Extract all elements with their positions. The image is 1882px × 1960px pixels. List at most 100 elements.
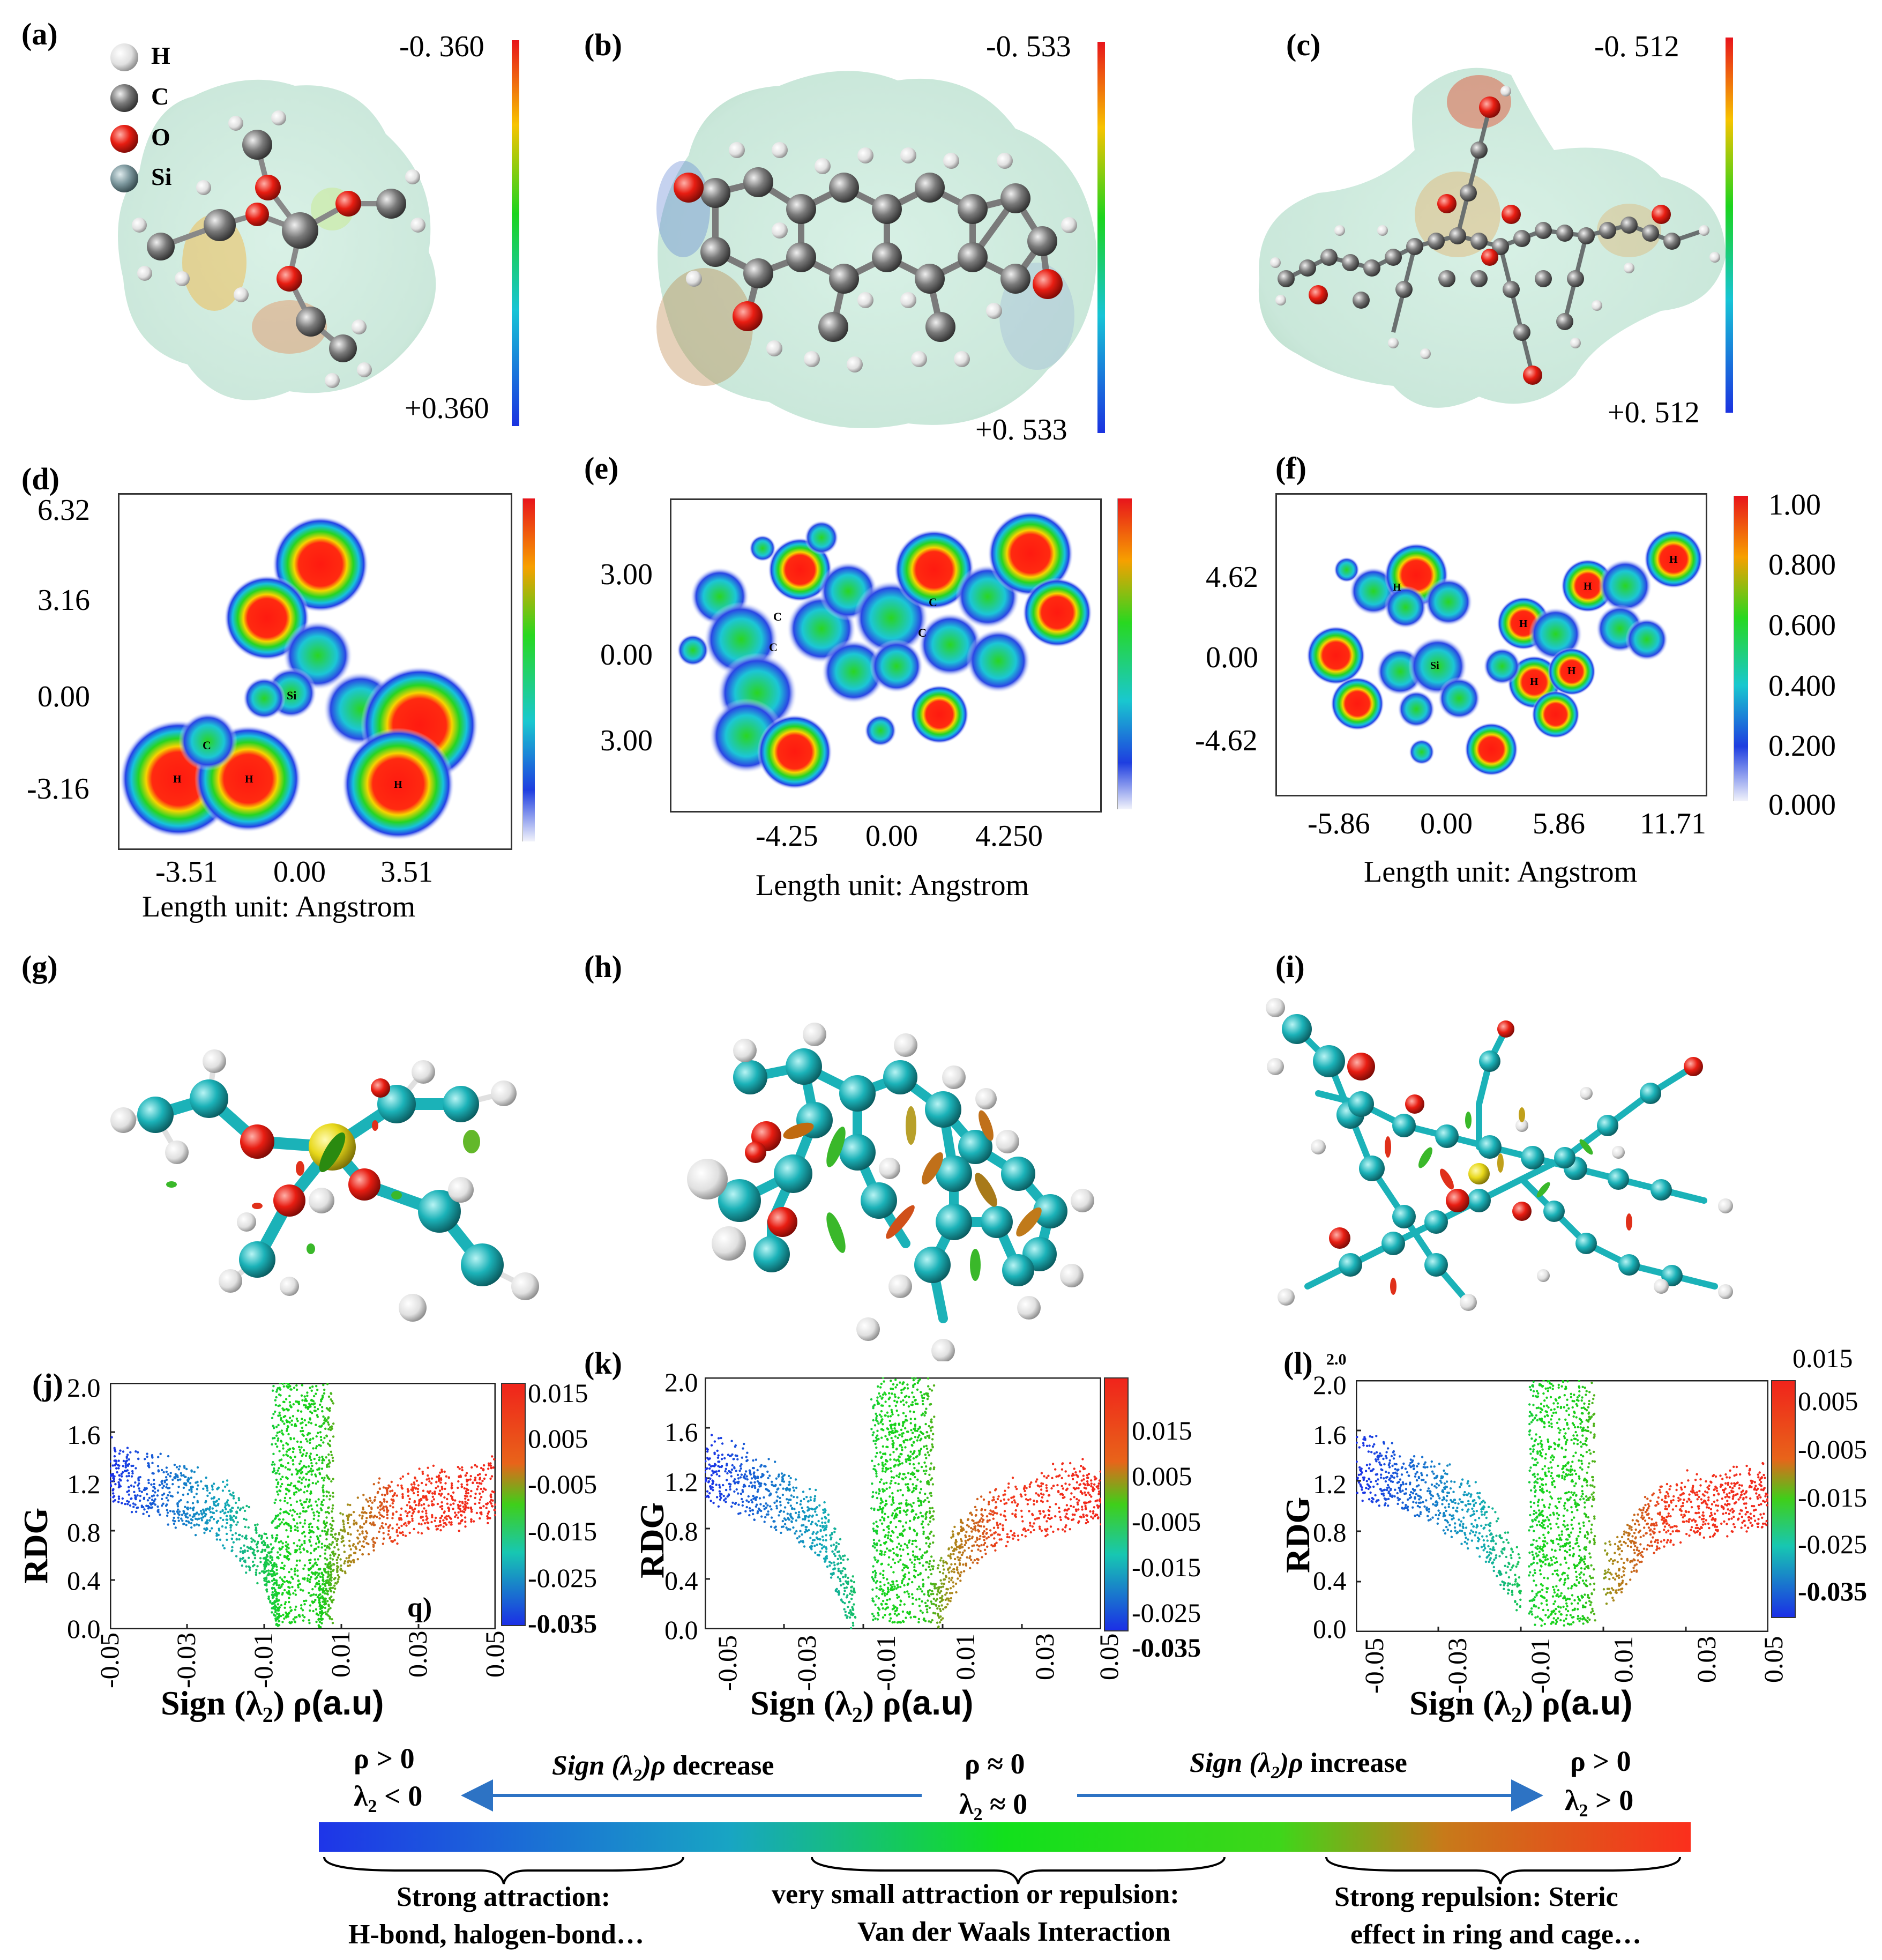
- scatter-point: [907, 1483, 909, 1486]
- scatter-point: [188, 1478, 190, 1481]
- scatter-point: [833, 1567, 837, 1570]
- scatter-point: [232, 1492, 235, 1494]
- scatter-point: [828, 1564, 831, 1567]
- scatter-point: [1041, 1496, 1044, 1499]
- scatter-point: [897, 1560, 900, 1563]
- scatter-point: [311, 1385, 314, 1388]
- scatter-point: [888, 1613, 891, 1616]
- panel-e-atom-c1: C: [773, 610, 782, 623]
- scatter-point: [989, 1491, 991, 1494]
- scatter-point: [918, 1449, 922, 1452]
- scatter-point: [881, 1488, 884, 1491]
- scatter-point: [311, 1412, 313, 1414]
- scatter-point: [309, 1536, 312, 1539]
- scatter-point: [445, 1518, 448, 1521]
- attraction-branch: [110, 1436, 281, 1627]
- scatter-point: [302, 1567, 305, 1570]
- scatter-point: [1379, 1488, 1382, 1491]
- scatter-point: [130, 1511, 133, 1514]
- scatter-point: [839, 1538, 842, 1541]
- scatter-point: [277, 1609, 280, 1612]
- scatter-point: [785, 1487, 787, 1491]
- scatter-point: [151, 1456, 154, 1459]
- scatter-point: [972, 1528, 974, 1531]
- scatter-point: [880, 1563, 883, 1566]
- scatter-point: [898, 1596, 900, 1598]
- scatter-point: [760, 1515, 763, 1518]
- panel-k-cbar-tick-5: -0.035: [1132, 1633, 1201, 1663]
- scatter-point: [874, 1576, 877, 1578]
- scatter-point: [237, 1499, 241, 1502]
- scatter-point: [303, 1465, 305, 1468]
- scatter-point: [313, 1402, 316, 1405]
- scatter-point: [293, 1437, 295, 1440]
- scatter-point: [880, 1382, 883, 1385]
- panel-c-label: (c): [1286, 27, 1321, 62]
- scatter-point: [911, 1581, 914, 1584]
- scatter-point: [362, 1511, 365, 1514]
- scatter-point: [322, 1597, 324, 1600]
- scatter-point: [232, 1495, 235, 1497]
- scatter-point: [167, 1473, 169, 1476]
- scatter-point: [253, 1540, 256, 1542]
- scatter-point: [945, 1562, 949, 1565]
- scatter-point: [470, 1508, 473, 1511]
- scatter-point: [1065, 1488, 1068, 1492]
- scatter-point: [1023, 1486, 1026, 1489]
- scatter-point: [914, 1402, 917, 1405]
- scatter-point: [788, 1483, 791, 1486]
- scatter-point: [310, 1399, 313, 1402]
- scatter-point: [223, 1485, 227, 1488]
- scatter-point: [1068, 1483, 1071, 1486]
- scatter-point: [271, 1389, 274, 1392]
- legend-h-swatch: [110, 43, 138, 71]
- panel-k-cbar-tick-4: -0.025: [1132, 1598, 1201, 1628]
- scatter-point: [1383, 1504, 1386, 1507]
- scatter-point: [308, 1499, 311, 1501]
- scatter-point: [993, 1532, 996, 1534]
- scatter-point: [905, 1499, 908, 1502]
- scatter-point: [1033, 1503, 1035, 1506]
- scatter-point: [1036, 1484, 1039, 1487]
- scatter-point: [883, 1380, 885, 1383]
- panel-f-xtick-2: 5.86: [1533, 807, 1585, 840]
- scatter-point: [281, 1561, 283, 1564]
- scatter-point: [833, 1564, 836, 1567]
- scatter-point: [422, 1489, 425, 1492]
- scatter-point: [353, 1523, 355, 1526]
- scatter-point: [884, 1463, 887, 1466]
- scatter-point: [272, 1574, 274, 1577]
- scatter-point: [161, 1504, 163, 1507]
- scatter-point: [710, 1500, 712, 1502]
- scatter-point: [1388, 1466, 1391, 1469]
- scatter-point: [787, 1501, 790, 1504]
- panel-k-xtick-0: -0.05: [712, 1635, 742, 1691]
- scatter-point: [237, 1497, 240, 1500]
- scatter-point: [1387, 1491, 1390, 1493]
- scatter-point: [960, 1529, 962, 1531]
- scatter-point: [447, 1493, 450, 1495]
- scatter-point: [734, 1482, 736, 1485]
- legend-si-swatch: [110, 165, 138, 192]
- scatter-point: [1052, 1530, 1055, 1533]
- scatter-point: [745, 1499, 748, 1502]
- scatter-point: [315, 1547, 318, 1550]
- scatter-point: [950, 1579, 953, 1582]
- scatter-point: [279, 1414, 281, 1417]
- panel-i-nci-molecule: [1266, 998, 1733, 1311]
- scatter-point: [226, 1501, 228, 1503]
- scatter-point: [875, 1412, 877, 1415]
- scatter-point: [846, 1594, 849, 1597]
- scatter-point: [379, 1527, 382, 1530]
- scatter-point: [914, 1427, 916, 1430]
- scatter-point: [795, 1530, 798, 1533]
- scatter-point: [1384, 1455, 1387, 1457]
- scatter-point: [303, 1419, 306, 1422]
- panel-e-label: (e): [584, 451, 619, 486]
- scatter-point: [197, 1484, 199, 1487]
- scatter-point: [833, 1561, 835, 1564]
- scatter-point: [875, 1521, 878, 1523]
- scatter-point: [173, 1464, 176, 1466]
- scatter-point: [460, 1520, 462, 1523]
- scatter-point: [910, 1443, 913, 1447]
